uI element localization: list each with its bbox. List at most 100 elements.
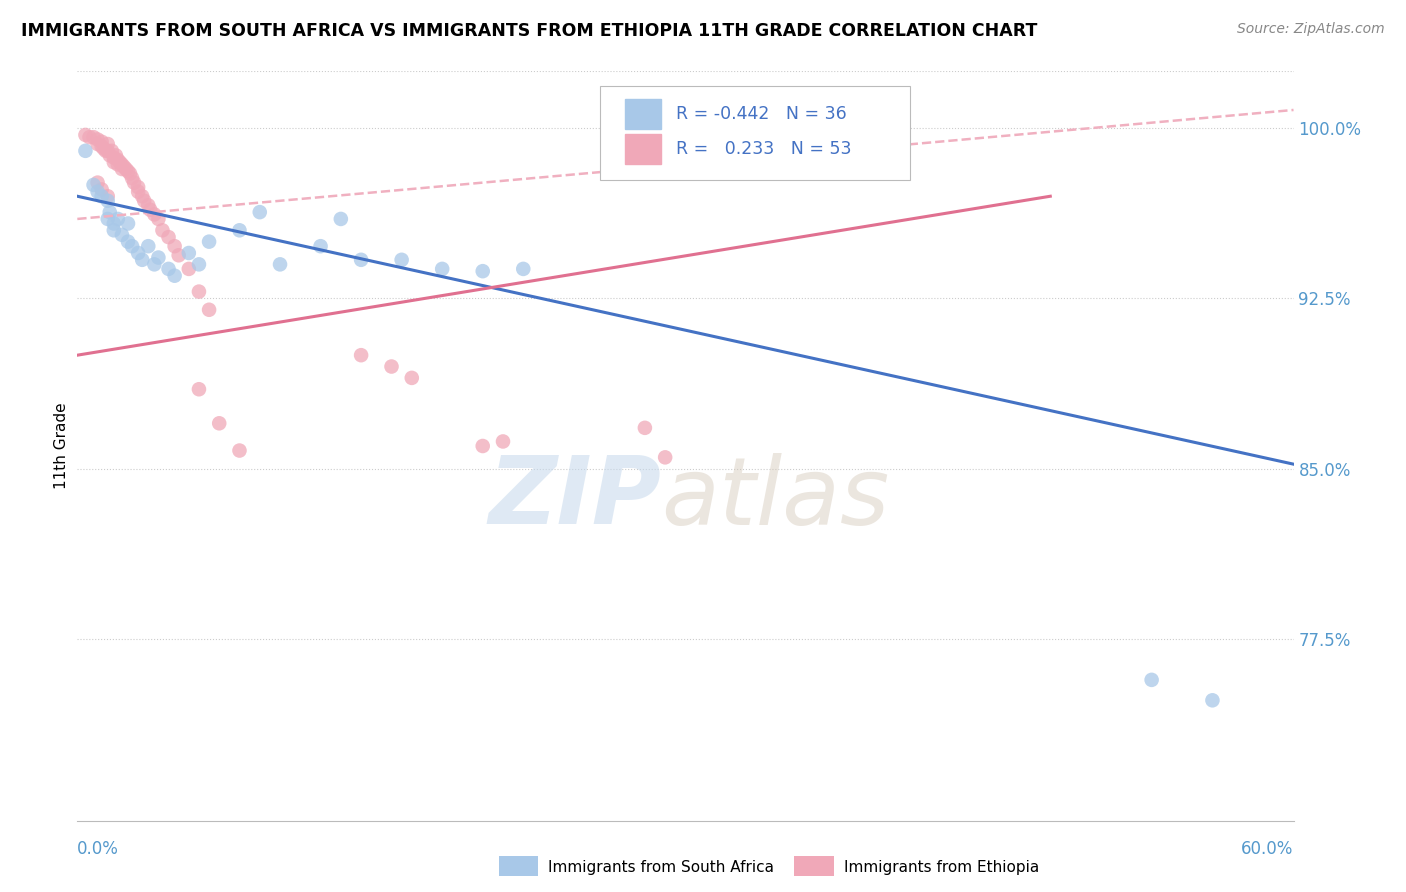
Point [134, 194, 156, 208]
Point [97, 194, 120, 208]
Text: 0.0%: 0.0% [77, 840, 120, 858]
FancyBboxPatch shape [600, 87, 911, 180]
Point [131, 252, 153, 267]
Point [198, 235, 221, 249]
Point [143, 257, 166, 271]
Point [107, 157, 129, 171]
Point [139, 202, 162, 217]
Point [198, 302, 221, 317]
Point [117, 164, 139, 178]
Point [107, 153, 129, 167]
Point [90, 182, 112, 196]
Point [103, 155, 125, 169]
Point [83, 178, 105, 192]
Y-axis label: 11th Grade: 11th Grade [53, 402, 69, 490]
Point [228, 223, 250, 237]
Point [122, 176, 145, 190]
Point [157, 261, 180, 276]
Text: ZIP: ZIP [488, 452, 661, 544]
Point [430, 261, 453, 276]
Point [127, 246, 149, 260]
Point [103, 151, 125, 165]
Point [152, 223, 174, 237]
Point [111, 157, 134, 171]
Text: IMMIGRANTS FROM SOUTH AFRICA VS IMMIGRANTS FROM ETHIOPIA 11TH GRADE CORRELATION : IMMIGRANTS FROM SOUTH AFRICA VS IMMIGRAN… [21, 22, 1038, 40]
Text: 60.0%: 60.0% [1241, 840, 1294, 858]
Point [471, 264, 494, 278]
Point [127, 185, 149, 199]
Point [115, 161, 138, 176]
Point [90, 139, 112, 153]
Point [98, 205, 121, 219]
Point [117, 217, 139, 231]
Point [103, 223, 125, 237]
Point [127, 180, 149, 194]
Point [228, 443, 250, 458]
Point [163, 268, 186, 283]
Point [117, 235, 139, 249]
Point [249, 205, 271, 219]
Point [401, 371, 423, 385]
Text: Immigrants from Ethiopia: Immigrants from Ethiopia [844, 861, 1039, 875]
Point [111, 227, 134, 242]
Point [118, 167, 141, 181]
Point [143, 207, 166, 221]
Point [104, 148, 127, 162]
Point [93, 142, 115, 156]
Point [90, 135, 112, 149]
Point [380, 359, 402, 374]
Text: Immigrants from South Africa: Immigrants from South Africa [548, 861, 775, 875]
Point [177, 261, 200, 276]
Point [148, 251, 170, 265]
Point [136, 198, 159, 212]
Point [121, 171, 143, 186]
Point [188, 257, 211, 271]
Point [188, 382, 211, 396]
Point [131, 189, 153, 203]
Point [329, 211, 352, 226]
Point [101, 144, 124, 158]
Point [75, 128, 97, 142]
Point [492, 434, 515, 449]
Point [309, 239, 332, 253]
Point [121, 239, 143, 253]
Point [86, 132, 108, 146]
Point [136, 239, 159, 253]
Point [75, 144, 97, 158]
Point [107, 211, 129, 226]
Point [112, 160, 135, 174]
Point [512, 261, 534, 276]
Point [269, 257, 291, 271]
Point [350, 348, 373, 362]
Point [188, 285, 211, 299]
Point [471, 439, 494, 453]
Point [157, 230, 180, 244]
Point [98, 148, 121, 162]
Point [654, 450, 676, 465]
FancyBboxPatch shape [624, 99, 661, 129]
Point [111, 161, 134, 176]
Point [90, 189, 112, 203]
Point [86, 185, 108, 199]
Point [167, 248, 190, 262]
Point [103, 217, 125, 231]
Point [163, 239, 186, 253]
Point [79, 130, 101, 145]
Point [108, 155, 131, 169]
Point [97, 144, 120, 158]
Text: Source: ZipAtlas.com: Source: ZipAtlas.com [1237, 22, 1385, 37]
Point [634, 421, 657, 435]
Point [391, 252, 413, 267]
FancyBboxPatch shape [624, 134, 661, 163]
Text: R = -0.442   N = 36: R = -0.442 N = 36 [676, 105, 846, 123]
Text: atlas: atlas [661, 453, 890, 544]
Point [97, 211, 120, 226]
Point [1140, 673, 1163, 687]
Point [83, 130, 105, 145]
Point [86, 176, 108, 190]
Point [208, 417, 231, 431]
Point [148, 211, 170, 226]
Point [350, 252, 373, 267]
Text: R =   0.233   N = 53: R = 0.233 N = 53 [676, 139, 851, 158]
Point [86, 136, 108, 151]
